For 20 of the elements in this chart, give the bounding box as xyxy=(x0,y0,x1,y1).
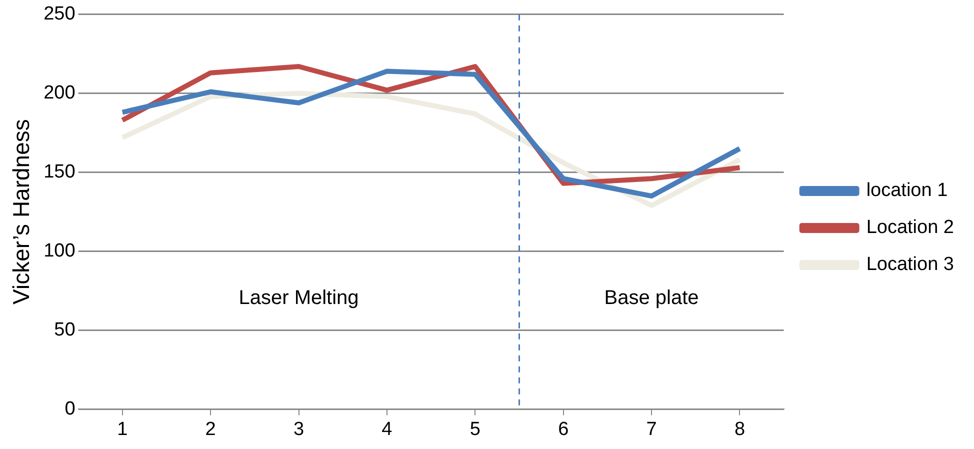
y-axis-title: Vicker’s Hardness xyxy=(8,119,34,304)
legend-label: location 1 xyxy=(866,180,948,202)
x-tick-label: 4 xyxy=(382,418,393,440)
x-tick-label: 3 xyxy=(293,418,304,440)
x-tick-label: 1 xyxy=(117,418,128,440)
x-tick-label: 2 xyxy=(205,418,216,440)
x-tick-label: 6 xyxy=(558,418,569,440)
y-tick-label: 100 xyxy=(44,240,76,262)
legend-label: Location 3 xyxy=(866,254,954,276)
y-tick-label: 150 xyxy=(44,162,76,183)
legend-label: Location 2 xyxy=(866,217,954,238)
y-tick-label: 250 xyxy=(44,4,76,25)
y-tick-label: 200 xyxy=(44,82,76,104)
annotation: Laser Melting xyxy=(238,287,359,310)
x-tick-label: 5 xyxy=(470,418,480,440)
y-tick-label: 0 xyxy=(64,398,76,420)
annotation: Base plate xyxy=(604,287,699,310)
y-tick-label: 50 xyxy=(54,319,76,340)
x-tick-label: 7 xyxy=(646,418,657,440)
x-tick-label: 8 xyxy=(734,418,746,440)
